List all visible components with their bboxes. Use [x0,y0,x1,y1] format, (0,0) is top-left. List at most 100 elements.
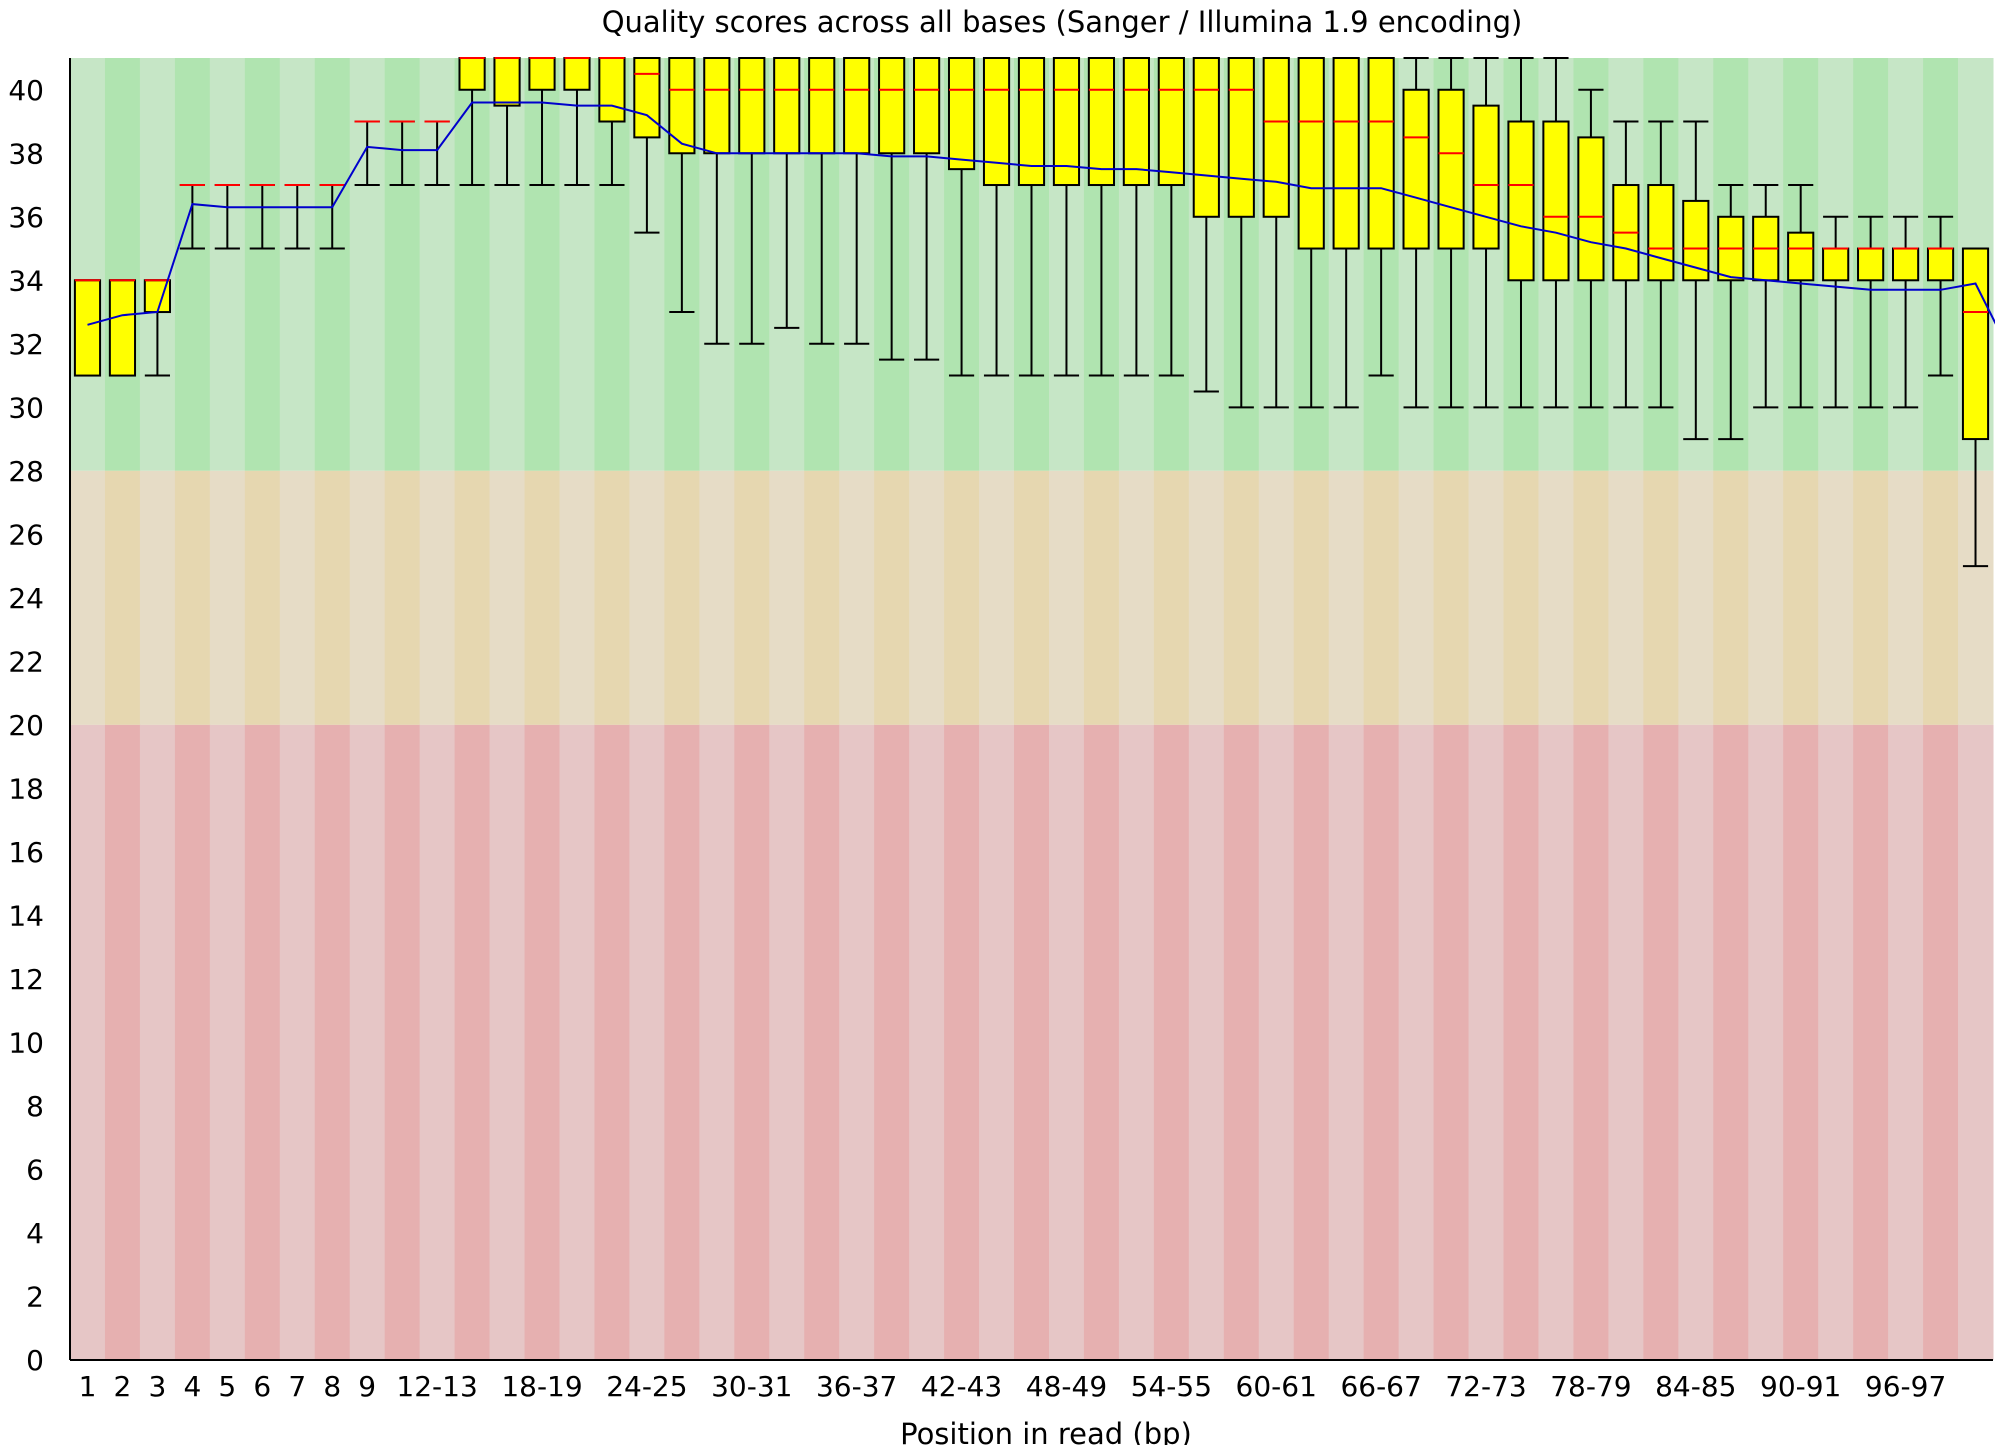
iqr-box [1262,57,1290,218]
zone-stripe [349,724,386,1360]
zone-stripe [1328,724,1365,1360]
iqr-box [878,57,906,155]
zone-stripe [104,470,141,725]
box-plot-58-59 [1227,57,1255,409]
zone-stripe [1538,724,1574,1360]
mean-line [87,101,1995,326]
zone-stripe [734,470,770,725]
zone-stripe [314,724,351,1360]
x-tick-label: 5 [218,1370,236,1403]
box-plot-18-19 [528,57,556,187]
y-tick-label: 4 [26,1217,44,1250]
iqr-box [493,57,521,107]
zone-stripe [1923,724,1959,1360]
zone-stripe [979,470,1015,725]
y-tick-label: 12 [8,963,44,996]
zone-stripe [384,724,421,1360]
box-plot-9 [354,120,380,187]
zone-stripe [1573,470,1609,725]
y-tick-label: 26 [8,518,44,551]
zone-stripe [1433,470,1470,725]
zone-stripe [1713,724,1749,1360]
y-tick-label: 38 [8,137,44,170]
zone-stripe [1573,724,1609,1360]
x-tick-label: 30-31 [711,1370,792,1403]
mean-line-group [87,101,1995,326]
y-tick-label: 20 [8,709,44,742]
iqr-box [1577,136,1605,282]
y-tick-label: 32 [8,328,44,361]
zone-stripe [1363,470,1400,725]
x-tick-label: 9 [358,1370,376,1403]
iqr-box [458,57,486,91]
zone-stripe [384,58,421,471]
iqr-box [1961,247,1990,441]
zone-stripe [1678,724,1714,1360]
iqr-box [913,57,941,155]
zone-stripe [1118,724,1155,1360]
zone-stripe [1258,470,1295,725]
chart-title: Quality scores across all bases (Sanger … [602,5,1523,39]
zone-stripe [1223,724,1260,1360]
zone-stripe [979,724,1015,1360]
box-plot-8 [319,184,345,250]
box-plot-4 [179,184,205,250]
quality-zones [70,58,1994,1360]
zone-stripe [524,724,560,1360]
box-plot-78-79 [1577,88,1605,409]
y-tick-label: 2 [26,1280,44,1313]
iqr-box [808,57,836,155]
zone-stripe [1783,724,1819,1360]
zone-stripe [524,470,560,725]
box-plot-60-61 [1262,57,1290,409]
zone-stripe [489,724,526,1360]
zone-stripe [1014,470,1050,725]
iqr-box [598,57,626,123]
zone-stripe [1713,470,1749,725]
zone-stripe [1048,470,1085,725]
zone-stripe [874,470,910,725]
x-tick-label: 6 [253,1370,271,1403]
iqr-box [1052,57,1081,187]
zone-stripe [1853,724,1889,1360]
y-tick-label: 16 [8,836,44,869]
iqr-box [1297,57,1325,250]
x-tick-label: 7 [288,1370,306,1403]
zone-stripe [104,724,141,1360]
iqr-box [1472,104,1500,250]
zone-stripe [1608,470,1644,725]
zone-stripe [209,470,246,725]
box-plot-92-93 [1822,215,1850,409]
zone-stripe [279,724,316,1360]
box-plot-36-37 [843,57,871,345]
iqr-box [1367,57,1395,250]
box-plot-68-69 [1402,57,1430,409]
zone-stripe [1258,724,1295,1360]
box-plot-62-63 [1297,57,1325,409]
iqr-box [633,57,661,139]
x-tick-label: 78-79 [1550,1370,1631,1403]
box-plot-46-47 [1017,57,1046,377]
iqr-box [1122,57,1150,187]
iqr-box [528,57,556,91]
iqr-box [1017,57,1046,187]
iqr-box [108,279,137,377]
zone-stripe [139,724,176,1360]
box-plot-30-31 [738,57,766,345]
zone-stripe [244,58,281,471]
box-plot-16-17 [493,57,521,187]
zone-stripe [594,724,630,1360]
iqr-box [947,57,976,171]
box-plot-7 [284,184,310,250]
y-tick-label: 22 [8,645,44,678]
y-tick-label: 18 [8,772,44,805]
zone-stripe [349,58,386,471]
zone-stripe [1223,470,1260,725]
zone-stripe [664,724,700,1360]
zone-stripe [1083,724,1120,1360]
y-tick-label: 34 [8,264,44,297]
zone-stripe [1293,470,1330,725]
zone-stripe [174,58,211,471]
zone-stripe [1608,724,1644,1360]
